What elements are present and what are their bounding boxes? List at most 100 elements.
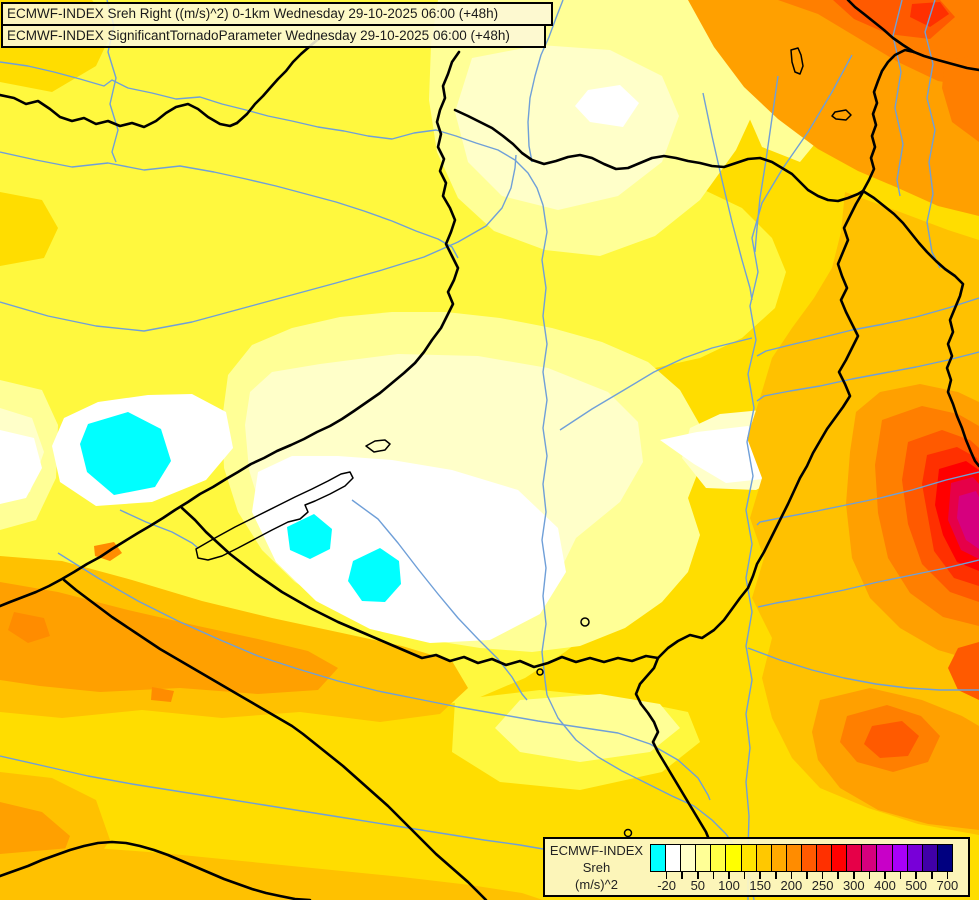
river-koros-1 bbox=[756, 297, 979, 357]
legend-tick bbox=[915, 871, 917, 879]
river-danube-mid bbox=[541, 204, 548, 696]
legend-tick bbox=[853, 871, 855, 879]
legend-color-cell bbox=[681, 845, 697, 871]
legend-tick bbox=[743, 871, 746, 879]
lake-small-3 bbox=[580, 617, 590, 627]
border-croatia-bosnia bbox=[0, 840, 312, 900]
legend-color-cell bbox=[696, 845, 712, 871]
legend-tick-label: 300 bbox=[842, 878, 865, 893]
legend-tick-label: 100 bbox=[718, 878, 740, 893]
border-ukraine-east bbox=[912, 50, 979, 72]
legend-tick bbox=[681, 871, 683, 879]
legend-tick bbox=[728, 871, 730, 879]
border-slovenia-croatia bbox=[62, 578, 488, 900]
legend-tick-label: 500 bbox=[905, 878, 928, 893]
contour-cyan-group bbox=[80, 412, 401, 602]
legend-color-cell bbox=[892, 845, 908, 871]
river-ne-1 bbox=[702, 92, 753, 301]
river-morava bbox=[527, 0, 564, 163]
lake-velence-outline bbox=[365, 439, 391, 453]
legend-tick bbox=[806, 871, 808, 879]
legend-tick-label: 200 bbox=[780, 878, 803, 893]
river-koros-2 bbox=[756, 351, 979, 402]
legend-tick bbox=[931, 871, 933, 879]
legend-units: (m/s)^2 bbox=[575, 877, 618, 892]
legend-ticks bbox=[651, 871, 963, 879]
river-zagyva bbox=[559, 337, 753, 431]
border-ukraine-romania bbox=[861, 189, 979, 468]
lake-small-5 bbox=[623, 828, 633, 838]
legend-tick bbox=[946, 871, 949, 879]
legend-parameter: Sreh bbox=[582, 860, 611, 875]
legend-color-cell bbox=[651, 845, 667, 871]
border-hungary-croatia bbox=[180, 506, 660, 669]
legend-tick bbox=[837, 871, 839, 879]
river-sio bbox=[351, 499, 528, 701]
border-austria-hungary bbox=[0, 50, 461, 608]
lake-ne-small-1 bbox=[790, 47, 804, 75]
river-zala bbox=[119, 509, 199, 549]
legend-color-cell bbox=[726, 845, 742, 871]
legend-box: ECMWF-INDEX Sreh (m/s)^2 -20 50 100 150 200 2… bbox=[543, 837, 970, 897]
river-drava bbox=[57, 552, 711, 801]
legend-tick-label: 150 bbox=[749, 878, 772, 893]
legend-color-cell bbox=[756, 845, 772, 871]
legend-tick bbox=[665, 871, 668, 879]
legend-tick-label: 400 bbox=[874, 878, 896, 893]
legend-color-cell bbox=[847, 845, 863, 871]
legend-color-cell bbox=[937, 845, 952, 871]
legend-tick bbox=[868, 871, 871, 879]
river-nw-2 bbox=[0, 151, 459, 259]
legend-color-cell bbox=[907, 845, 923, 871]
legend-color-cell bbox=[741, 845, 757, 871]
river-ne-3 bbox=[892, 0, 904, 197]
river-sava bbox=[0, 755, 544, 850]
legend-tick bbox=[790, 871, 793, 879]
legend-color-cell bbox=[666, 845, 682, 871]
map-title-line1: ECMWF-INDEX Sreh Right ((m/s)^2) 0-1km W… bbox=[1, 2, 553, 26]
river-danube-west bbox=[0, 61, 544, 206]
legend-tick bbox=[775, 871, 777, 879]
legend-tick-label: -20 bbox=[657, 878, 676, 893]
legend-color-cell bbox=[771, 845, 787, 871]
river-raba bbox=[0, 154, 517, 332]
contour-east-system bbox=[747, 192, 979, 835]
lake-balaton-outline bbox=[195, 471, 354, 561]
lake-small-4 bbox=[536, 668, 544, 676]
legend-color-cell bbox=[922, 845, 938, 871]
legend-title: ECMWF-INDEX bbox=[549, 843, 644, 858]
border-hungary-romania bbox=[656, 190, 865, 660]
border-ukraine-north bbox=[861, 48, 916, 193]
legend-tick-label: 250 bbox=[811, 878, 834, 893]
legend-text: ECMWF-INDEX Sreh (m/s)^2 bbox=[545, 842, 648, 893]
legend-tick bbox=[712, 871, 715, 879]
border-hungary-slovakia bbox=[453, 108, 865, 203]
border-czech-austria bbox=[0, 93, 239, 129]
legend-tick-label: 50 bbox=[690, 878, 706, 893]
river-maros bbox=[757, 559, 979, 608]
legend-colorbar bbox=[650, 844, 953, 872]
legend-tick bbox=[821, 871, 824, 879]
lakes bbox=[195, 47, 852, 838]
legend-color-cell bbox=[862, 845, 878, 871]
legend-tick-labels: -20 50 100 150 200 250 300 400 500 700 bbox=[651, 878, 963, 894]
river-tisza bbox=[745, 54, 853, 900]
map-title-line2: ECMWF-INDEX SignificantTornadoParameter … bbox=[1, 24, 546, 48]
legend-tick bbox=[899, 871, 902, 879]
legend-color-cell bbox=[711, 845, 727, 871]
lake-ne-small-2 bbox=[831, 109, 852, 121]
legend-tick bbox=[759, 871, 761, 879]
border-ukraine-west bbox=[846, 0, 916, 54]
legend-color-cell bbox=[817, 845, 833, 871]
legend-color-cell bbox=[801, 845, 818, 871]
legend-tick-label: 700 bbox=[936, 878, 959, 893]
legend-tick bbox=[697, 871, 699, 879]
legend-color-cell bbox=[832, 845, 848, 871]
legend-color-cell bbox=[877, 845, 893, 871]
river-ne-2 bbox=[754, 75, 779, 253]
river-koros-3 bbox=[756, 471, 979, 526]
